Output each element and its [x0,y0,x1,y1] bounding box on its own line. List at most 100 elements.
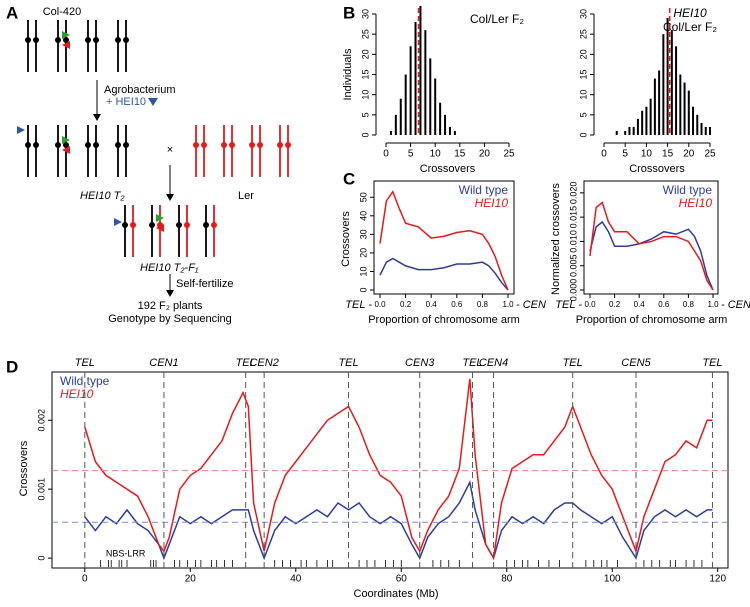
y-tick-label: 0.000 [568,279,578,302]
series-line [589,220,714,291]
x-tick-label: 0.4 [634,300,646,309]
bar [679,74,682,135]
bar [394,114,397,135]
chart-subtitle: Col/Ler F₂ [663,20,717,34]
y-tick-label: 50 [358,192,368,202]
bar [662,34,665,135]
boundary-label: TEL [338,357,358,369]
bar [448,126,451,135]
panel-label: C [343,169,355,188]
y-tick-label: 0.015 [568,206,578,229]
bar [429,58,432,135]
x-tick-label: 0.8 [683,300,695,309]
x-tick-label: 15 [662,149,674,160]
bar [434,78,437,135]
x-tick-label: 25 [503,149,515,160]
x-axis-label: Crossovers [420,163,476,175]
boundary-label: CEN3 [405,357,435,369]
legend-entry: HEI10 [475,196,509,210]
x-end-label: - CEN [721,299,750,311]
bar [653,78,656,135]
rug-label: NBS-LRR [106,548,146,558]
centromere [63,37,69,43]
x-tick-label: 0 [82,574,88,585]
y-tick-label: 0 [358,287,368,292]
x-tick-label: 15 [454,149,466,160]
panel-label: D [6,357,18,376]
bar [692,106,695,135]
x-tick-label: 20 [479,149,491,160]
y-axis-label: Crossovers [18,440,30,496]
centromere [93,142,99,148]
bar [444,114,447,135]
boundary-label: TEL [462,357,482,369]
y-tick-label: 25 [360,29,370,39]
centromere [115,142,121,148]
centromere [130,222,136,228]
y-tick-label: 0 [36,556,46,561]
x-tick-label: 0.2 [400,300,412,309]
series-line [589,201,714,291]
bar [414,22,417,135]
y-tick-label: 5 [578,112,588,117]
centromere [229,142,235,148]
label: Agrobacterium [104,84,176,96]
x-tick-label: 0.6 [451,300,463,309]
arrow-head [93,114,101,121]
arrow-head [166,290,174,297]
y-tick-label: 0.010 [568,230,578,253]
centromere [203,222,209,228]
marker [62,146,70,154]
x-tick-label: 0.2 [609,300,621,309]
y-tick-label: 25 [578,29,588,39]
marker [17,126,25,134]
centromere [115,37,121,43]
x-tick-label: 0.0 [374,300,386,309]
x-tick-label: 0 [383,149,389,160]
bar [683,82,686,135]
boundary-label: TEL [702,357,722,369]
bar [675,46,678,136]
centromere [63,142,69,148]
legend-entry: Wild type [663,183,713,197]
y-tick-label: 40 [358,211,368,221]
centromere [33,37,39,43]
series-line [379,190,509,291]
centromere [277,142,283,148]
x-tick-label: 0.0 [584,300,596,309]
x-tick-label: 80 [501,574,513,585]
bar [666,18,669,135]
bar [649,98,652,135]
y-tick-label: 20 [360,49,370,59]
centromere [221,142,227,148]
x-tick-label: 1.0 [502,300,514,309]
legend-entry: HEI10 [679,196,713,210]
centromere [85,37,91,43]
x-start-label: TEL - [555,299,582,311]
centromere [184,222,190,228]
x-axis-label: Proportion of chromosome arm [576,314,728,326]
series-line [84,378,713,561]
x-tick-label: 25 [704,149,716,160]
bar [641,110,644,135]
arrow-head [166,194,174,201]
plot-frame [373,180,515,295]
x-tick-label: 5 [408,149,414,160]
centromere [25,142,31,148]
bar [709,126,711,135]
marker [62,136,70,144]
series-line [379,257,509,291]
label: Self-fertilize [176,278,233,290]
centromere [55,142,61,148]
x-tick-label: 60 [396,574,408,585]
centromere [249,142,255,148]
y-axis-label: Normalized crossovers [550,183,562,295]
x-tick-label: 0.8 [477,300,489,309]
y-tick-label: 30 [358,229,368,239]
y-tick-label: 0.001 [36,478,46,501]
y-tick-label: 0 [360,132,370,137]
legend-entry: Wild type [459,183,509,197]
bar [658,70,661,135]
y-tick-label: 20 [358,248,368,258]
boundary-label: TEL [236,357,256,369]
